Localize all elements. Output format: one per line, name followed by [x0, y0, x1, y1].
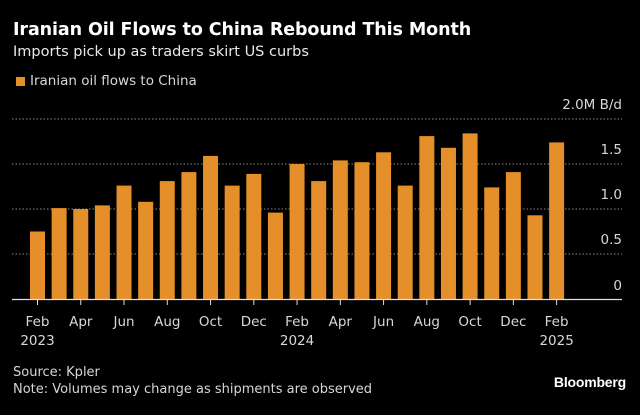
- bar-2024-10: [462, 133, 478, 299]
- bar-2023-09: [181, 172, 197, 299]
- x-tick-year-label: 2024: [280, 333, 314, 349]
- bar-2025-02: [549, 142, 565, 299]
- bar-2023-06: [116, 185, 132, 299]
- x-tick-label: Apr: [329, 314, 353, 330]
- y-tick-label: 1.5: [601, 142, 622, 158]
- legend-label: Iranian oil flows to China: [30, 73, 197, 89]
- bar-2024-06: [376, 152, 392, 299]
- x-tick-label: Oct: [458, 314, 481, 330]
- bar-2023-10: [203, 155, 219, 299]
- bar-2024-02: [289, 164, 305, 299]
- bars: [30, 133, 565, 299]
- bar-2023-08: [159, 181, 175, 299]
- bar-2024-01: [267, 212, 283, 299]
- bar-2024-08: [419, 136, 435, 299]
- y-axis-labels: 0 0.5 1.0 1.5 2.0M B/d: [562, 97, 622, 294]
- x-tick-year-label: 2025: [539, 333, 573, 349]
- y-tick-label: 0: [613, 278, 622, 294]
- chart-title: Iranian Oil Flows to China Rebound This …: [13, 20, 472, 40]
- chart-subtitle: Imports pick up as traders skirt US curb…: [13, 44, 309, 60]
- bar-2024-09: [440, 147, 456, 299]
- x-tick-label: Jun: [112, 314, 134, 330]
- legend: Iranian oil flows to China: [16, 73, 197, 89]
- bar-2024-11: [484, 187, 500, 299]
- note-text: Note: Volumes may change as shipments ar…: [13, 382, 373, 397]
- y-tick-label: 0.5: [601, 232, 622, 248]
- bar-2025-01: [527, 215, 543, 299]
- bar-2023-11: [224, 185, 240, 299]
- x-tick-label: Oct: [199, 314, 222, 330]
- x-tick-label: Dec: [241, 314, 267, 330]
- y-tick-label: 1.0: [601, 187, 622, 203]
- bar-2023-04: [73, 209, 89, 299]
- x-axis-labels: Feb 2023 Apr Jun Aug Oct Dec Feb 2024 Apr Jun Aug Oc…: [20, 314, 573, 349]
- bar-2023-07: [138, 201, 154, 299]
- y-tick-label: 2.0M B/d: [562, 97, 622, 113]
- x-tick-label: Dec: [500, 314, 526, 330]
- x-tick-label: Feb: [26, 314, 50, 330]
- bar-2024-05: [354, 162, 370, 299]
- bar-2024-04: [332, 160, 348, 299]
- x-axis: [12, 298, 622, 305]
- bar-2023-02: [30, 231, 45, 299]
- bar-2023-12: [246, 173, 262, 299]
- x-tick-label: Apr: [69, 314, 93, 330]
- bar-2024-03: [311, 181, 327, 299]
- bar-2023-03: [51, 208, 67, 299]
- x-tick-year-label: 2023: [20, 333, 54, 349]
- x-tick-label: Feb: [285, 314, 309, 330]
- bar-2023-05: [94, 205, 110, 299]
- footer-notes: Source: Kpler Note: Volumes may change a…: [13, 364, 372, 398]
- x-tick-label: Feb: [545, 314, 569, 330]
- bar-2024-07: [397, 185, 413, 299]
- bar-2024-12: [505, 172, 521, 299]
- bloomberg-logo: Bloomberg: [553, 374, 626, 390]
- source-text: Source: Kpler: [13, 365, 100, 380]
- x-tick-label: Jun: [372, 314, 394, 330]
- x-tick-label: Aug: [414, 314, 440, 330]
- x-tick-label: Aug: [154, 314, 180, 330]
- legend-swatch: [16, 76, 25, 86]
